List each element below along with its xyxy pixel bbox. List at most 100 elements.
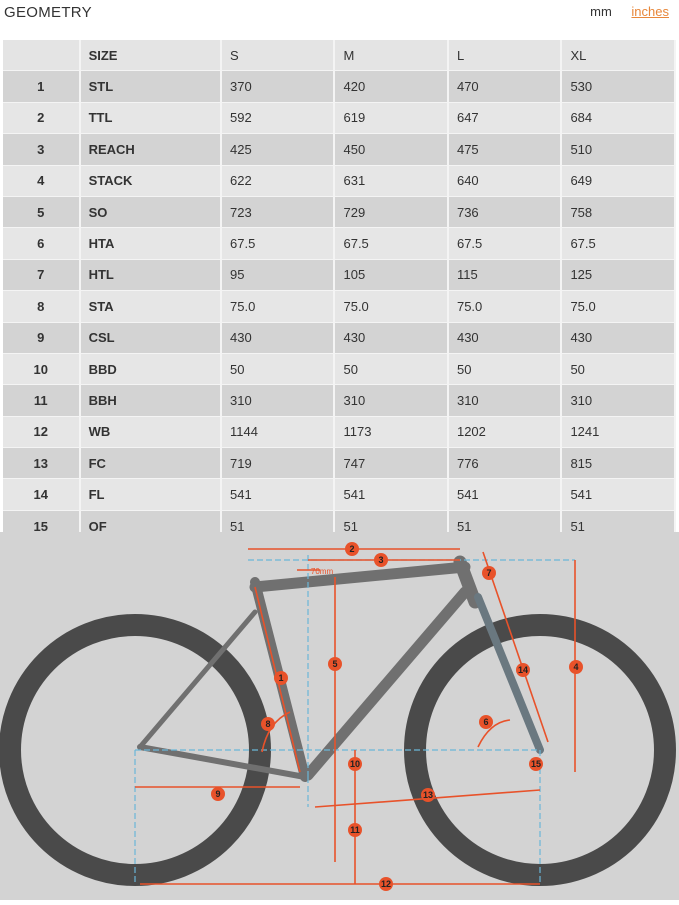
table-row: 8 STA 75.0 75.0 75.0 75.0 <box>3 290 676 323</box>
offset-label: 70mm <box>311 567 334 576</box>
measurement-value: 647 <box>447 102 563 135</box>
down-tube <box>302 586 471 781</box>
measurement-value: 430 <box>221 322 336 354</box>
marker-badge <box>529 757 543 771</box>
measurement-value: 541 <box>447 478 563 511</box>
marker-number: 4 <box>573 662 578 672</box>
column-header <box>3 40 81 72</box>
measurement-value: 619 <box>334 102 449 135</box>
measurement-value: 125 <box>561 259 676 292</box>
chainstay <box>137 744 308 780</box>
bike-geometry-diagram: 70mm 1 2 3 4 5 6 7 8 9 10 11 12 13 14 15 <box>0 532 679 900</box>
measurement-name: STA <box>79 290 223 323</box>
marker-number: 6 <box>483 717 488 727</box>
measurement-value: 105 <box>334 259 449 292</box>
table-row: 2 TTL 592 619 647 684 <box>3 102 676 135</box>
measurement-value: 310 <box>221 384 336 417</box>
column-header: XL <box>561 40 676 72</box>
seatstay <box>137 609 258 750</box>
rear-wheel <box>0 614 271 886</box>
marker-badge <box>374 553 388 567</box>
marker-number: 1 <box>278 673 283 683</box>
row-number: 5 <box>3 196 81 229</box>
table-row: 7 HTL 95 105 115 125 <box>3 259 676 292</box>
column-header: L <box>447 40 563 72</box>
measurement-value: 541 <box>561 478 676 511</box>
marker-number: 8 <box>265 719 270 729</box>
measurement-value: 310 <box>447 384 563 417</box>
marker-badge <box>348 823 362 837</box>
geometry-table: SIZE S M L XL 1 STL 370 420 470 530 2 TTL 592 619 647 68… <box>3 40 676 543</box>
measurement-value: 430 <box>561 322 676 354</box>
measurement-name: BBH <box>79 384 223 417</box>
unit-inches-link[interactable]: inches <box>631 4 669 19</box>
measurement-value: 470 <box>447 70 563 103</box>
marker-number: 7 <box>486 568 491 578</box>
fork <box>474 593 544 754</box>
row-number: 6 <box>3 227 81 260</box>
measurement-value: 95 <box>221 259 336 292</box>
marker-number: 13 <box>423 790 433 800</box>
marker-number: 11 <box>350 825 360 835</box>
marker-badge <box>482 566 496 580</box>
marker-badge <box>379 877 393 891</box>
marker-number: 15 <box>531 759 541 769</box>
unit-mm[interactable]: mm <box>590 4 612 19</box>
measurement-value: 50 <box>561 353 676 386</box>
row-number: 7 <box>3 259 81 292</box>
measurement-value: 622 <box>221 165 336 197</box>
measurement-value: 1144 <box>221 416 336 449</box>
measurement-value: 430 <box>334 322 449 354</box>
measurement-name: WB <box>79 416 223 449</box>
measurement-value: 310 <box>561 384 676 417</box>
measurement-value: 510 <box>561 133 676 166</box>
measurement-value: 776 <box>447 447 563 480</box>
column-header: SIZE <box>79 40 223 72</box>
marker-badge <box>569 660 583 674</box>
table-row: 11 BBH 310 310 310 310 <box>3 384 676 417</box>
measurement-value: 815 <box>561 447 676 480</box>
measurement-value: 530 <box>561 70 676 103</box>
marker-badge <box>421 788 435 802</box>
measurement-value: 736 <box>447 196 563 229</box>
measurement-value: 719 <box>221 447 336 480</box>
measurement-name: CSL <box>79 322 223 354</box>
table-row: 14 FL 541 541 541 541 <box>3 478 676 511</box>
measurement-value: 75.0 <box>221 290 336 323</box>
measurement-value: 75.0 <box>561 290 676 323</box>
row-number: 4 <box>3 165 81 197</box>
marker-badge <box>328 657 342 671</box>
measurement-value: 67.5 <box>447 227 563 260</box>
marker-number: 12 <box>381 879 391 889</box>
measurement-name: STACK <box>79 165 223 197</box>
measurement-value: 1202 <box>447 416 563 449</box>
measurement-name: STL <box>79 70 223 103</box>
table-row: 13 FC 719 747 776 815 <box>3 447 676 480</box>
row-number: 13 <box>3 447 81 480</box>
table-row: 10 BBD 50 50 50 50 <box>3 353 676 386</box>
measurement-value: 541 <box>334 478 449 511</box>
table-header-row: SIZE S M L XL <box>3 40 676 72</box>
column-header: M <box>334 40 449 72</box>
marker-badge <box>516 663 530 677</box>
marker-number: 3 <box>378 555 383 565</box>
row-number: 14 <box>3 478 81 511</box>
measurement-value: 640 <box>447 165 563 197</box>
marker-badge <box>348 757 362 771</box>
measurement-value: 631 <box>334 165 449 197</box>
measurement-value: 50 <box>334 353 449 386</box>
head-tube <box>453 555 482 609</box>
row-number: 11 <box>3 384 81 417</box>
measurement-value: 592 <box>221 102 336 135</box>
table-row: 6 HTA 67.5 67.5 67.5 67.5 <box>3 227 676 260</box>
marker-badge <box>345 542 359 556</box>
measurement-value: 420 <box>334 70 449 103</box>
measurement-value: 75.0 <box>447 290 563 323</box>
measurement-name: SO <box>79 196 223 229</box>
marker-badge <box>261 717 275 731</box>
measurement-name: FL <box>79 478 223 511</box>
measurement-value: 747 <box>334 447 449 480</box>
marker-number: 5 <box>332 659 337 669</box>
